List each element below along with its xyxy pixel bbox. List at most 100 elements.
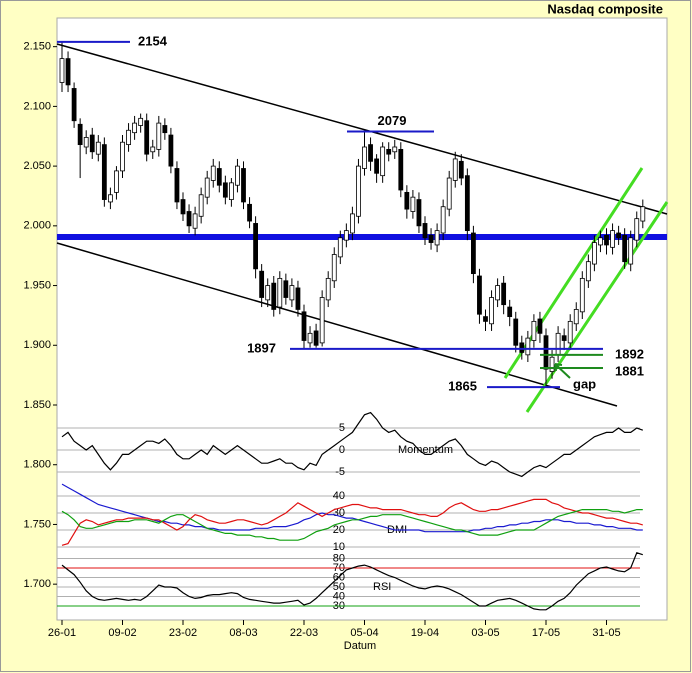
indicator-line bbox=[61, 509, 643, 541]
candle-body bbox=[204, 177, 210, 198]
y-tick-label: 50 bbox=[333, 581, 345, 593]
candle-body bbox=[640, 206, 646, 222]
candle-body bbox=[77, 123, 83, 146]
candle-body bbox=[386, 148, 392, 155]
candle-body bbox=[108, 194, 113, 203]
x-axis-label: Datum bbox=[344, 640, 376, 652]
indicator-line bbox=[61, 483, 643, 533]
y-tick-label: 1.750 bbox=[23, 518, 51, 530]
candle-body bbox=[489, 297, 494, 325]
candle-body bbox=[162, 125, 168, 134]
candle-body bbox=[416, 199, 422, 227]
candle-body bbox=[271, 282, 277, 310]
candle-body bbox=[307, 332, 313, 344]
y-tick-label: 5 bbox=[339, 422, 345, 434]
y-tick-label: 1.800 bbox=[23, 459, 51, 471]
candle-body bbox=[156, 122, 162, 150]
candle-body bbox=[59, 58, 65, 83]
candle-body bbox=[319, 297, 325, 344]
candle-body bbox=[65, 58, 71, 86]
candle-body bbox=[464, 175, 470, 232]
candle-body bbox=[216, 168, 222, 186]
candle-body bbox=[555, 332, 561, 356]
y-tick-label: 1.900 bbox=[23, 339, 51, 351]
candle-body bbox=[114, 170, 119, 193]
up-channel-lower bbox=[525, 201, 669, 413]
candle-body bbox=[95, 141, 101, 155]
candle-body bbox=[277, 277, 283, 308]
candle-body bbox=[434, 230, 440, 246]
candle-body bbox=[138, 117, 144, 126]
candle-body bbox=[120, 141, 125, 172]
level-label: 1892 bbox=[615, 346, 644, 361]
y-tick-label: 1.850 bbox=[23, 399, 51, 411]
y-tick-label: 1.700 bbox=[23, 578, 51, 590]
indicator-line bbox=[61, 411, 644, 478]
annotation: gap bbox=[573, 376, 596, 391]
candle-body bbox=[301, 311, 307, 341]
panel-title: RSI bbox=[373, 581, 391, 593]
y-tick-label: 30 bbox=[333, 507, 345, 519]
x-tick-label: 26-01 bbox=[48, 627, 76, 639]
candle-body bbox=[356, 165, 361, 217]
candle-body bbox=[247, 203, 252, 222]
candle-body bbox=[483, 316, 488, 322]
indicator-line bbox=[61, 552, 643, 611]
x-tick-label: 03-05 bbox=[471, 627, 499, 639]
candle-body bbox=[634, 218, 640, 241]
candle-body bbox=[83, 137, 89, 148]
candle-body bbox=[101, 144, 107, 200]
candle-body bbox=[579, 277, 585, 313]
candle-body bbox=[168, 134, 174, 167]
x-tick-label: 23-02 bbox=[169, 627, 197, 639]
candle-body bbox=[126, 129, 131, 146]
candle-body bbox=[132, 122, 138, 134]
candle-body bbox=[144, 120, 150, 155]
candle-body bbox=[470, 232, 476, 275]
candle-body bbox=[180, 199, 186, 215]
candle-body bbox=[198, 194, 204, 217]
candle-body bbox=[428, 234, 434, 243]
candle-body bbox=[573, 309, 579, 325]
indicator-line bbox=[61, 498, 643, 546]
candle-body bbox=[598, 237, 603, 246]
candle-body bbox=[592, 242, 597, 265]
level-label: 1897 bbox=[247, 340, 276, 355]
candle-body bbox=[349, 213, 355, 234]
candle-body bbox=[362, 146, 367, 169]
candle-body bbox=[519, 342, 525, 353]
candle-body bbox=[610, 230, 615, 248]
candle-body bbox=[235, 165, 240, 186]
x-tick-label: 09-02 bbox=[108, 627, 136, 639]
candle-body bbox=[398, 148, 404, 191]
candle-body bbox=[392, 146, 398, 153]
chart-title: Nasdaq composite bbox=[547, 1, 663, 16]
candle-body bbox=[228, 182, 234, 200]
candle-body bbox=[89, 134, 95, 153]
candle-body bbox=[495, 285, 501, 301]
x-tick-label: 17-05 bbox=[532, 627, 560, 639]
y-tick-label: 2.150 bbox=[23, 41, 51, 53]
candle-body bbox=[440, 206, 446, 234]
y-tick-label: 2.000 bbox=[23, 220, 51, 232]
level-label: 1881 bbox=[615, 363, 644, 378]
candle-body bbox=[313, 330, 319, 346]
candle-body bbox=[404, 191, 410, 210]
candle-body bbox=[71, 88, 77, 122]
level-label: 2154 bbox=[138, 33, 168, 48]
y-tick-label: 2.050 bbox=[23, 160, 51, 172]
y-tick-label: 1.950 bbox=[23, 279, 51, 291]
candle-body bbox=[604, 234, 609, 246]
candle-body bbox=[585, 261, 591, 282]
candle-body bbox=[241, 168, 246, 203]
trendlines bbox=[56, 43, 669, 413]
candle-body bbox=[537, 318, 543, 334]
candle-body bbox=[477, 275, 482, 315]
candle-body bbox=[549, 356, 555, 372]
candle-body bbox=[561, 335, 567, 341]
candle-body bbox=[265, 285, 271, 301]
candle-body bbox=[337, 237, 343, 258]
candle-body bbox=[368, 144, 373, 162]
x-tick-label: 22-03 bbox=[290, 627, 318, 639]
candle-body bbox=[410, 196, 416, 212]
